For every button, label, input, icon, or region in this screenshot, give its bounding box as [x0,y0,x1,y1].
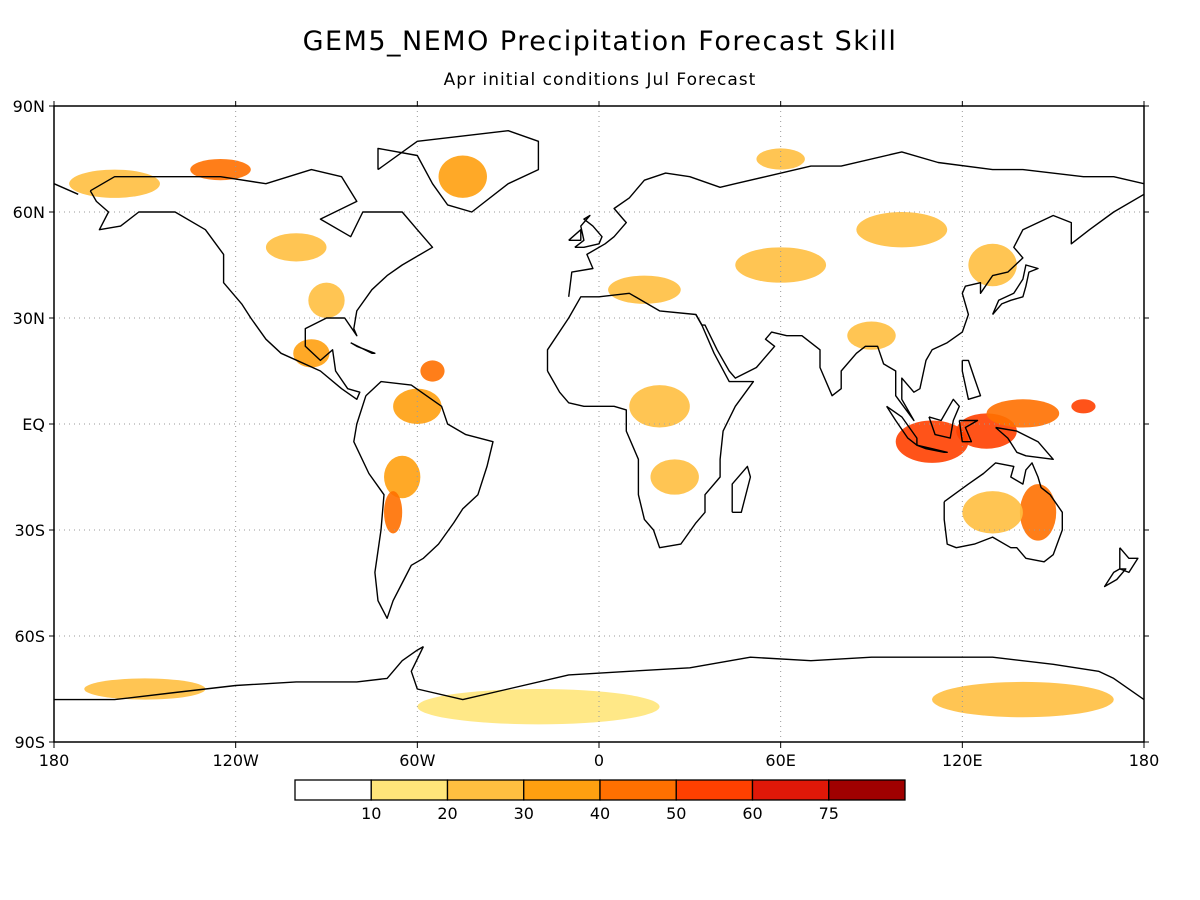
skill-region [293,339,330,368]
lat-tick-label: 90S [14,733,45,752]
colorbar-swatch [599,779,677,801]
colorbar-swatch [370,779,449,801]
chart-subtitle: Apr initial conditions Jul Forecast [443,70,757,90]
colorbar-swatch [294,779,372,801]
lat-tick-label: 30N [13,309,45,328]
skill-region [895,420,969,463]
lon-tick-label: 120E [942,751,983,770]
skill-region [856,212,948,248]
lat-tick-label: 60S [14,627,45,646]
lon-tick-label: 180 [1129,751,1160,770]
skill-region [608,275,681,304]
lat-tick-label: EQ [22,415,45,434]
skill-region [735,247,827,283]
lon-tick-label: 60E [765,751,795,770]
colorbar-label: 60 [742,804,762,823]
skill-region [420,360,445,382]
coastline [961,359,982,400]
coastline [546,292,755,549]
skill-region [384,455,421,499]
coastline [350,342,376,354]
colorbar-swatch [523,779,601,801]
skill-region [629,385,690,428]
colorbar: 10 20 30 40 50 60 75 [294,779,906,823]
skill-region [650,459,699,495]
skill-region [417,689,660,725]
coastline [991,264,1039,315]
coastline [1119,547,1139,574]
axis-ticks: 180 120W 60W 0 60E 120E 180 90N 60N 30N EQ 30S 60S 90… [13,97,1160,770]
lon-tick-label: 0 [594,751,604,770]
coastline [568,151,1144,297]
colorbar-label: 75 [819,804,839,823]
colorbar-label: 20 [437,804,457,823]
coastline [943,462,1063,563]
coastline [731,465,752,513]
colorbar-label: 50 [666,804,686,823]
lat-tick-label: 60N [13,203,45,222]
coastline [89,168,434,400]
skill-region [265,233,327,262]
chart-title: GEM5_NEMO Precipitation Forecast Skill [302,26,898,57]
skill-region [968,243,1017,287]
skill-region [1071,399,1096,414]
lat-tick-label: 30S [14,521,45,540]
skill-region [84,678,206,700]
colorbar-label: 30 [514,804,534,823]
skill-region [384,491,403,534]
coastline [410,646,1144,701]
coastline [995,426,1054,460]
gridlines [54,106,1144,742]
lon-tick-label: 60W [399,751,435,770]
colorbar-swatch [751,779,830,801]
skill-region [308,282,345,319]
skill-field [69,148,1114,725]
coastline [54,183,79,195]
skill-region [962,491,1023,534]
coastline [568,229,582,241]
skill-region [932,681,1114,718]
coastline [695,193,1144,422]
coastline [1103,568,1127,588]
colorbar-label: 40 [590,804,610,823]
coastline [928,398,960,439]
colorbar-swatch [828,779,906,801]
lat-tick-label: 90N [13,97,45,116]
skill-region [756,148,805,170]
colorbar-swatch [446,779,525,801]
colorbar-swatch [675,779,754,801]
skill-region [847,321,896,350]
coastline [574,214,603,248]
coastline [916,444,948,453]
lon-tick-label: 120W [212,751,259,770]
lon-tick-label: 180 [39,751,70,770]
coastline [377,130,540,213]
skill-region [190,159,251,181]
skill-region [438,155,487,198]
skill-region [69,169,160,198]
skill-region [986,399,1060,428]
skill-region [1019,484,1057,541]
colorbar-label: 10 [361,804,381,823]
coastlines [54,130,1144,701]
coastline [958,419,979,443]
coastline [54,645,424,701]
coastline [353,380,494,619]
